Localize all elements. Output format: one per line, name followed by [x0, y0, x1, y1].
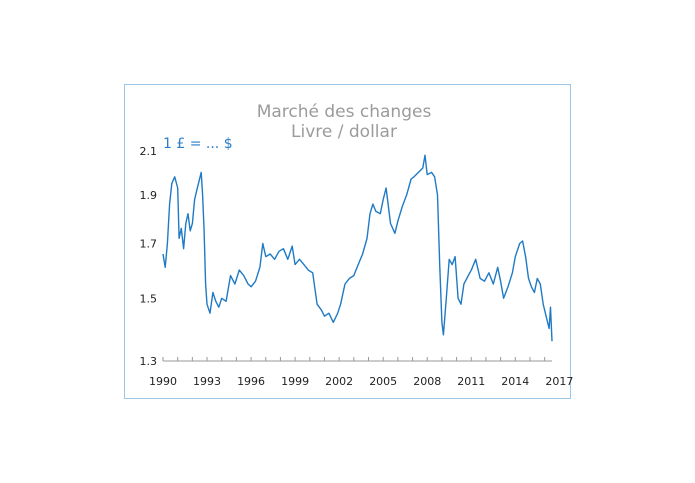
y-tick-label: 1.5: [140, 292, 158, 305]
x-tick-label: 1990: [149, 375, 177, 388]
y-tick-label: 1.9: [140, 189, 158, 202]
unit-label: 1 £ = ... $: [163, 136, 233, 152]
x-tick-label: 2017: [545, 375, 573, 388]
x-tick-label: 2008: [413, 375, 441, 388]
x-tick-label: 2002: [325, 375, 353, 388]
x-tick-label: 1996: [237, 375, 265, 388]
y-tick-label: 1.3: [140, 355, 158, 368]
chart-subtitle: Livre / dollar: [291, 122, 397, 142]
series-line: [162, 154, 553, 342]
plot-area: [162, 154, 553, 342]
x-tick-label: 1993: [193, 375, 221, 388]
axes: 1990 1993 1996 1999 2002 2005 2008 2011 2014 2017…: [140, 145, 574, 388]
x-tick-label: 2011: [457, 375, 485, 388]
chart-frame: [124, 84, 571, 399]
x-tick-label: 1999: [281, 375, 309, 388]
y-tick-label: 2.1: [140, 145, 158, 158]
x-tick-label: 2014: [501, 375, 529, 388]
y-tick-label: 1.7: [140, 238, 158, 251]
chart-title: Marché des changes: [257, 102, 432, 122]
x-tick-label: 2005: [369, 375, 397, 388]
